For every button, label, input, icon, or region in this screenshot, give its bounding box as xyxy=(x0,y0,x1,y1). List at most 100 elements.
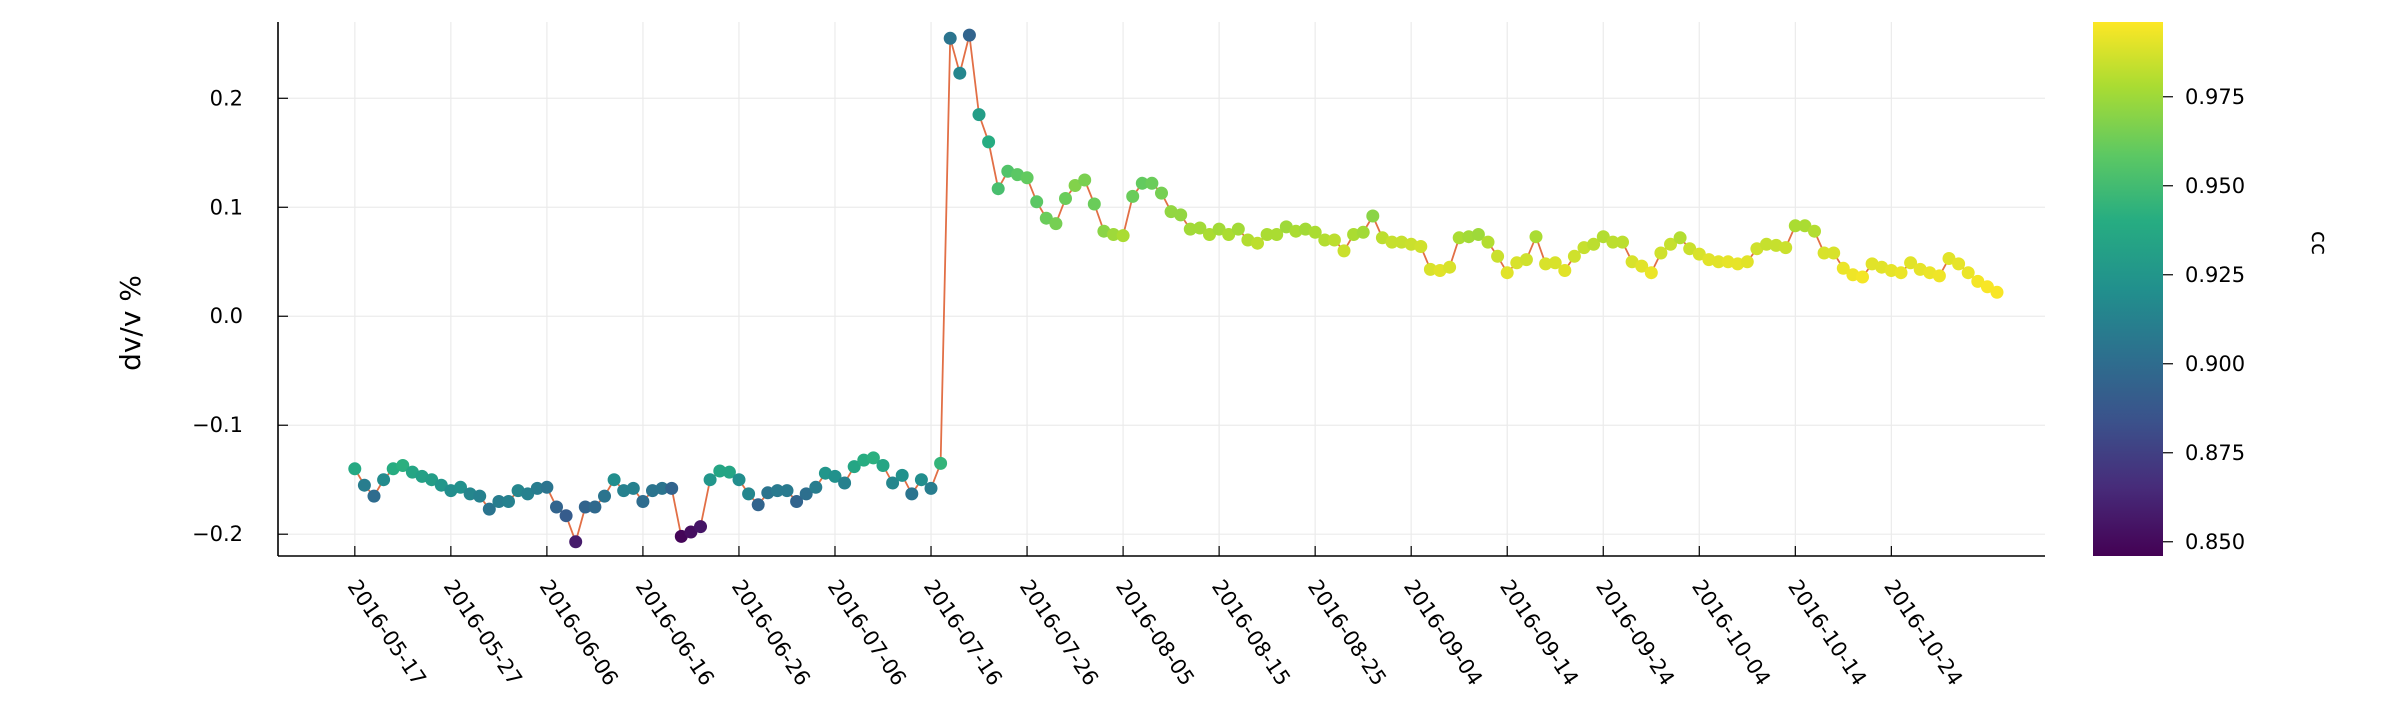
data-point xyxy=(357,478,371,492)
data-point xyxy=(1087,197,1101,211)
data-point xyxy=(751,498,765,512)
x-tick-label: 2016-07-26 xyxy=(1015,575,1103,690)
data-point xyxy=(626,481,640,495)
grid-lines xyxy=(278,22,2045,556)
x-tick-label: 2016-10-14 xyxy=(1783,575,1871,690)
data-point xyxy=(1481,235,1495,249)
plot-axes xyxy=(277,22,2045,557)
data-point xyxy=(530,481,544,495)
data-point xyxy=(1443,260,1457,274)
data-point xyxy=(1567,249,1581,263)
data-point xyxy=(1356,225,1370,239)
data-point xyxy=(780,484,794,498)
data-point xyxy=(588,500,602,514)
data-point xyxy=(1318,233,1332,247)
data-point xyxy=(348,462,362,476)
data-point xyxy=(1231,222,1245,236)
data-point xyxy=(1327,233,1341,247)
data-point xyxy=(1673,231,1687,245)
data-point xyxy=(1587,237,1601,251)
y-tick-label: −0.2 xyxy=(192,522,243,546)
data-point xyxy=(905,487,919,501)
data-point xyxy=(943,31,957,45)
data-point xyxy=(454,480,467,494)
data-point xyxy=(866,451,880,465)
data-point xyxy=(1366,209,1380,223)
data-point xyxy=(982,135,996,149)
data-point xyxy=(1116,229,1130,243)
x-tick-label: 2016-05-17 xyxy=(343,575,431,690)
data-point xyxy=(1606,235,1620,249)
data-point xyxy=(1308,225,1322,239)
data-point xyxy=(598,489,611,503)
data-point xyxy=(367,489,381,503)
data-point xyxy=(703,473,717,487)
data-point xyxy=(1616,235,1629,249)
data-point xyxy=(540,480,554,494)
data-point xyxy=(492,495,506,508)
data-point xyxy=(962,28,976,42)
x-tick-label: 2016-06-16 xyxy=(631,575,719,690)
data-point xyxy=(684,525,698,539)
data-point xyxy=(1817,246,1831,260)
x-tick-label: 2016-09-04 xyxy=(1399,575,1487,690)
data-point xyxy=(1635,259,1649,273)
data-point xyxy=(722,465,736,479)
y-tick-label: 0.0 xyxy=(210,304,243,328)
data-point xyxy=(550,500,563,514)
data-point xyxy=(1270,228,1284,241)
data-point xyxy=(1337,244,1351,258)
data-series xyxy=(348,28,2004,549)
data-point xyxy=(742,487,756,501)
data-point xyxy=(1385,235,1399,249)
data-point xyxy=(1135,176,1149,190)
data-point xyxy=(636,495,650,508)
data-point xyxy=(655,481,669,495)
data-point xyxy=(396,459,410,472)
data-point xyxy=(1942,252,1956,265)
data-point xyxy=(569,535,583,549)
data-point xyxy=(1529,230,1543,244)
data-point xyxy=(425,473,439,487)
data-point xyxy=(665,481,679,495)
data-point xyxy=(1414,240,1428,253)
y-tick-label: 0.1 xyxy=(210,195,243,219)
data-point xyxy=(694,520,707,534)
data-point xyxy=(502,495,515,508)
data-point xyxy=(1827,246,1841,260)
x-tick-label: 2016-07-16 xyxy=(919,575,1007,690)
data-point xyxy=(1452,231,1466,245)
data-point xyxy=(1961,266,1975,280)
data-point xyxy=(790,495,804,508)
data-point xyxy=(1712,255,1725,269)
colorbar-tick-label: 0.975 xyxy=(2185,85,2245,109)
x-tick-labels: 2016-05-17 2016-05-27 2016-06-06 2016-06-16… xyxy=(343,575,1968,690)
x-tick-label: 2016-06-06 xyxy=(535,575,623,690)
data-point xyxy=(770,484,784,498)
data-point xyxy=(1539,257,1553,271)
colorbar: 0.975 0.950 0.925 0.900 0.875 0.850 xyxy=(2093,22,2245,556)
data-point xyxy=(1760,237,1773,251)
data-point xyxy=(1193,221,1207,235)
x-tick-label: 2016-10-04 xyxy=(1687,575,1775,690)
data-point xyxy=(1884,264,1898,277)
data-point xyxy=(1808,224,1821,238)
data-point xyxy=(607,473,621,487)
data-point xyxy=(1126,189,1140,203)
y-axis-label: dv/v % xyxy=(114,275,147,371)
data-point xyxy=(1203,228,1216,241)
data-point xyxy=(1788,219,1802,233)
colorbar-tick-label: 0.950 xyxy=(2185,174,2245,198)
data-point xyxy=(1174,208,1188,222)
data-point xyxy=(1740,255,1754,269)
data-point xyxy=(1779,241,1793,255)
data-point xyxy=(838,476,852,490)
data-point xyxy=(521,487,535,501)
data-point xyxy=(1558,264,1572,277)
data-point xyxy=(895,468,909,482)
data-point xyxy=(713,464,727,478)
data-point xyxy=(876,459,890,472)
y-tick-labels: 0.2 0.1 0.0 −0.1 −0.2 xyxy=(192,86,243,546)
colorbar-tick-label: 0.875 xyxy=(2185,441,2245,465)
